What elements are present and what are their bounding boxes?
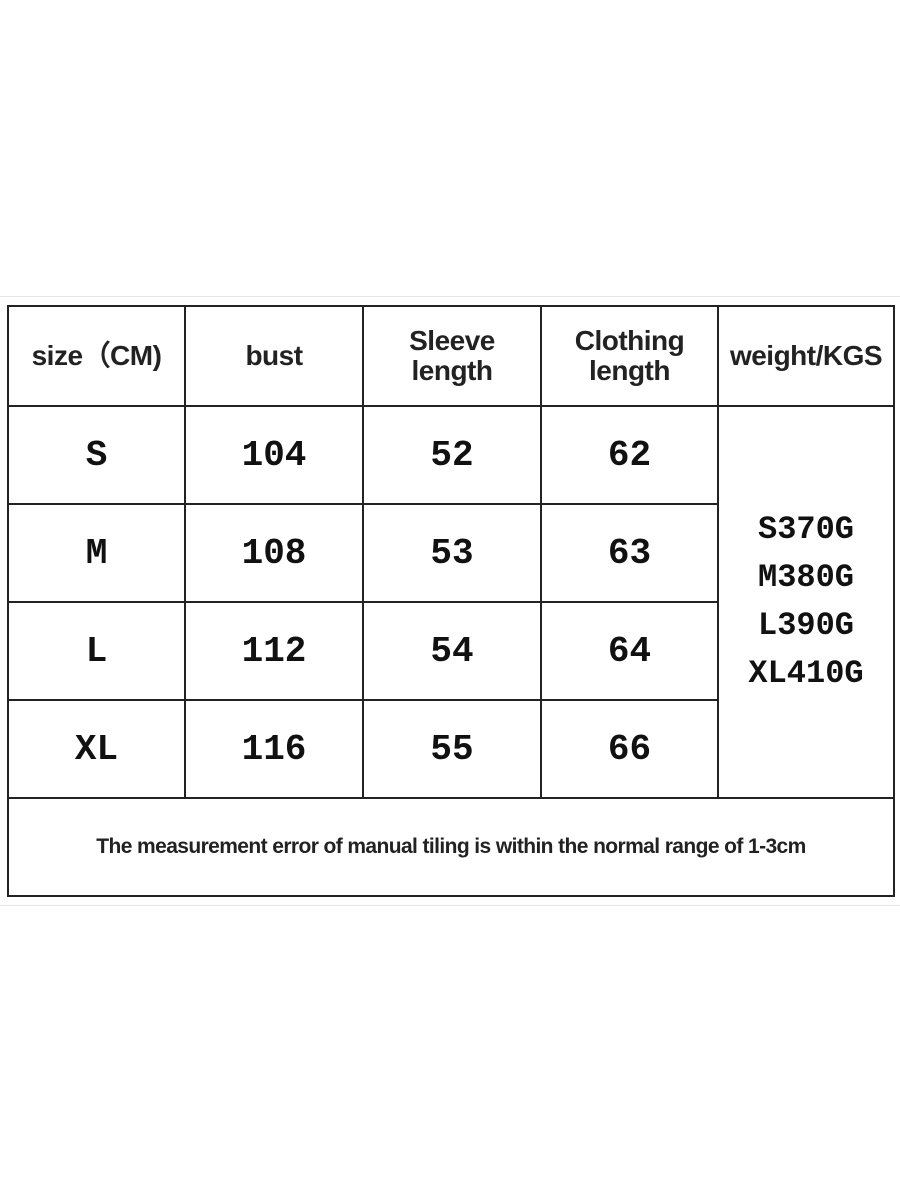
table-row: S 104 52 62 S370G M380G L390G XL410G: [7, 405, 895, 799]
size-chart-table: size（CM) bust Sleeve length Clothing len…: [7, 305, 895, 897]
clothing-cell: 66: [540, 699, 719, 799]
size-cell: S: [7, 405, 186, 505]
table-row: L 112 54 64: [7, 601, 894, 701]
sleeve-cell: 52: [362, 405, 542, 505]
weight-cell: S370G M380G L390G XL410G: [717, 405, 895, 799]
bust-cell: 112: [184, 601, 364, 701]
header-bust: bust: [184, 305, 364, 407]
table-row: M 108 53 63: [7, 503, 894, 603]
faint-gridline: [0, 905, 900, 906]
sleeve-cell: 55: [362, 699, 542, 799]
note-row: The measurement error of manual tiling i…: [7, 797, 895, 897]
header-size: size（CM): [7, 305, 186, 407]
header-row: size（CM) bust Sleeve length Clothing len…: [7, 305, 895, 407]
measurement-note: The measurement error of manual tiling i…: [7, 797, 895, 897]
header-clothing-length: Clothing length: [540, 305, 719, 407]
clothing-cell: 63: [540, 503, 719, 603]
header-sleeve-length: Sleeve length: [362, 305, 542, 407]
sleeve-cell: 53: [362, 503, 542, 603]
header-clothing-length-text: Clothing length: [574, 325, 685, 386]
weight-l: L390G: [757, 607, 854, 644]
table-row: XL 116 55 66: [7, 699, 894, 799]
header-weight: weight/KGS: [717, 305, 895, 407]
bust-cell: 108: [184, 503, 364, 603]
size-cell: L: [7, 601, 186, 701]
clothing-cell: 62: [540, 405, 719, 505]
sleeve-cell: 54: [362, 601, 542, 701]
size-cell: XL: [7, 699, 186, 799]
size-cell: M: [7, 503, 186, 603]
bust-cell: 104: [184, 405, 364, 505]
faint-gridline: [0, 296, 900, 297]
weight-xl: XL410G: [748, 655, 864, 692]
weight-m: M380G: [757, 559, 854, 596]
weight-s: S370G: [757, 511, 854, 548]
clothing-cell: 64: [540, 601, 719, 701]
bust-cell: 116: [184, 699, 364, 799]
header-sleeve-length-text: Sleeve length: [409, 325, 495, 386]
